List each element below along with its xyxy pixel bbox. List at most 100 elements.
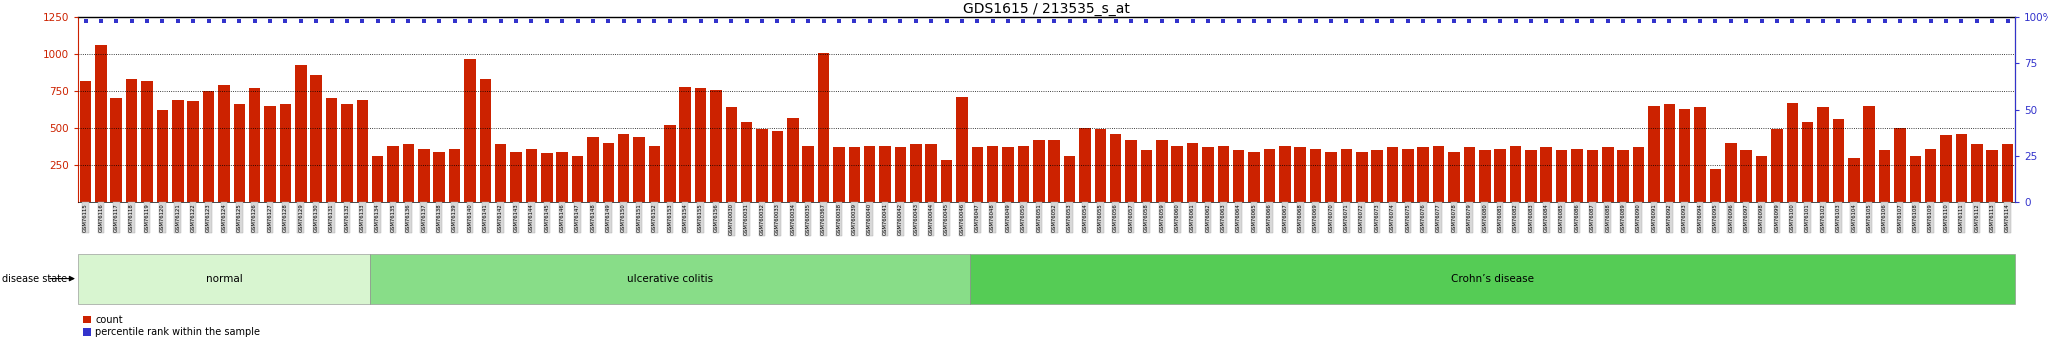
- Bar: [803, 146, 813, 202]
- Bar: [1018, 146, 1030, 202]
- Point: [223, 18, 256, 24]
- Bar: [311, 75, 322, 202]
- Bar: [449, 149, 461, 202]
- Bar: [510, 151, 522, 202]
- Bar: [1448, 151, 1460, 202]
- Point: [1421, 18, 1454, 24]
- Point: [731, 18, 764, 24]
- Bar: [602, 143, 614, 202]
- Text: ulcerative colitis: ulcerative colitis: [627, 274, 713, 284]
- Bar: [1434, 146, 1444, 202]
- Bar: [1956, 134, 1968, 202]
- Point: [1315, 18, 1348, 24]
- Bar: [250, 88, 260, 202]
- Point: [1268, 18, 1300, 24]
- Point: [1346, 18, 1378, 24]
- Bar: [233, 105, 246, 202]
- Point: [807, 18, 840, 24]
- Point: [700, 18, 733, 24]
- Point: [1452, 18, 1485, 24]
- Bar: [1280, 146, 1290, 202]
- Bar: [342, 105, 352, 202]
- Bar: [1663, 105, 1675, 202]
- Bar: [373, 156, 383, 202]
- Text: disease state: disease state: [2, 274, 68, 284]
- Point: [1806, 18, 1839, 24]
- Point: [238, 18, 270, 24]
- Bar: [1341, 149, 1352, 202]
- Bar: [909, 144, 922, 202]
- Bar: [895, 147, 905, 202]
- Bar: [987, 146, 999, 202]
- Bar: [1618, 150, 1628, 202]
- Bar: [1325, 151, 1337, 202]
- Point: [193, 18, 225, 24]
- Point: [823, 18, 856, 24]
- Point: [1608, 18, 1640, 24]
- Bar: [1032, 140, 1044, 202]
- Bar: [1724, 143, 1737, 202]
- Point: [684, 18, 717, 24]
- Bar: [1386, 147, 1399, 202]
- Point: [1284, 18, 1317, 24]
- Point: [1022, 18, 1055, 24]
- Point: [1038, 18, 1071, 24]
- Point: [930, 18, 963, 24]
- Bar: [557, 151, 567, 202]
- Bar: [1833, 119, 1843, 202]
- Point: [268, 18, 301, 24]
- Point: [100, 18, 133, 24]
- Bar: [1094, 129, 1106, 202]
- Point: [1513, 18, 1548, 24]
- Point: [1837, 18, 1870, 24]
- Bar: [940, 160, 952, 202]
- Bar: [741, 122, 752, 202]
- Bar: [588, 137, 598, 202]
- Bar: [203, 91, 215, 202]
- Point: [1468, 18, 1501, 24]
- Point: [776, 18, 809, 24]
- Point: [854, 18, 887, 24]
- Bar: [711, 90, 721, 202]
- Bar: [1188, 143, 1198, 202]
- Bar: [879, 146, 891, 202]
- Bar: [1602, 147, 1614, 202]
- Point: [885, 18, 918, 24]
- Bar: [1264, 149, 1276, 202]
- Point: [1223, 18, 1255, 24]
- Point: [346, 18, 379, 24]
- Bar: [1219, 146, 1229, 202]
- Point: [946, 18, 979, 24]
- Point: [1991, 18, 2023, 24]
- Point: [745, 18, 778, 24]
- Bar: [1294, 147, 1307, 202]
- Bar: [1063, 156, 1075, 202]
- Point: [115, 18, 147, 24]
- Point: [377, 18, 410, 24]
- Bar: [618, 134, 629, 202]
- Bar: [786, 118, 799, 202]
- Bar: [1479, 150, 1491, 202]
- Bar: [680, 87, 690, 202]
- Bar: [1939, 135, 1952, 202]
- Point: [1145, 18, 1178, 24]
- Point: [1653, 18, 1686, 24]
- Point: [254, 18, 287, 24]
- Bar: [1786, 103, 1798, 202]
- Bar: [1356, 151, 1368, 202]
- Point: [1745, 18, 1778, 24]
- Bar: [817, 53, 829, 202]
- Point: [1946, 18, 1978, 24]
- Point: [1929, 18, 1962, 24]
- Bar: [1372, 150, 1382, 202]
- Bar: [1110, 134, 1122, 202]
- Point: [1776, 18, 1808, 24]
- Point: [84, 18, 117, 24]
- Point: [1053, 18, 1085, 24]
- Bar: [387, 146, 399, 202]
- Point: [899, 18, 932, 24]
- Point: [438, 18, 471, 24]
- Bar: [1233, 150, 1245, 202]
- Point: [1898, 18, 1931, 24]
- Point: [592, 18, 625, 24]
